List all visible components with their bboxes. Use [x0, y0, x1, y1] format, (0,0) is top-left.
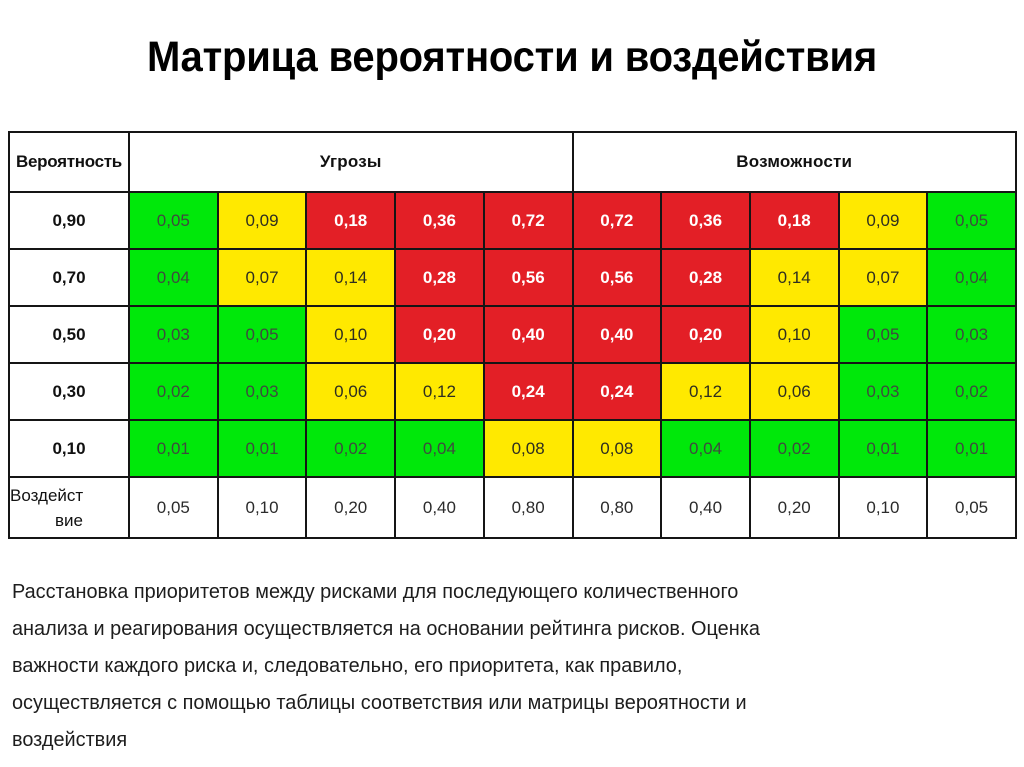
matrix-header-row: Вероятность Угрозы Возможности	[8, 131, 1017, 193]
matrix-cell[interactable]: 0,01	[216, 419, 308, 478]
impact-cell[interactable]: 0,20	[748, 476, 840, 539]
matrix-cell[interactable]: 0,09	[216, 191, 308, 250]
matrix-cell[interactable]: 0,03	[926, 305, 1017, 364]
impact-cell[interactable]: 0,10	[216, 476, 308, 539]
matrix-body: 0,90 0,05 0,09 0,18 0,36 0,72 0,72 0,36 …	[8, 191, 1017, 539]
matrix-cell[interactable]: 0,04	[926, 248, 1017, 307]
matrix-cell[interactable]: 0,05	[926, 191, 1017, 250]
probability-label: 0,30	[8, 362, 130, 421]
matrix-cell[interactable]: 0,12	[394, 362, 485, 421]
table-row: 0,90 0,05 0,09 0,18 0,36 0,72 0,72 0,36 …	[8, 191, 1017, 250]
table-row: 0,50 0,03 0,05 0,10 0,20 0,40 0,40 0,20 …	[8, 305, 1017, 364]
matrix-cell[interactable]: 0,18	[748, 191, 840, 250]
matrix-cell[interactable]: 0,04	[394, 419, 485, 478]
impact-row: Воздейст вие 0,05 0,10 0,20 0,40 0,80 0,…	[8, 476, 1017, 539]
matrix-cell[interactable]: 0,03	[837, 362, 929, 421]
matrix-cell[interactable]: 0,07	[837, 248, 929, 307]
impact-label-line2: вие	[55, 510, 83, 530]
description-paragraph: Расстановка приоритетов между рисками дл…	[12, 573, 963, 758]
impact-label: Воздейст вие	[8, 476, 130, 539]
matrix-cell[interactable]: 0,10	[305, 305, 397, 364]
matrix-cell[interactable]: 0,02	[305, 419, 397, 478]
matrix-cell[interactable]: 0,40	[482, 305, 574, 364]
matrix-cell[interactable]: 0,03	[128, 305, 219, 364]
description-line: осуществляется с помощью таблицы соответ…	[12, 691, 747, 714]
probability-label: 0,50	[8, 305, 130, 364]
matrix-table: Вероятность Угрозы Возможности 0,90 0,05…	[8, 131, 1017, 539]
impact-cell[interactable]: 0,80	[571, 476, 663, 539]
matrix-cell[interactable]: 0,20	[394, 305, 485, 364]
matrix-cell[interactable]: 0,09	[837, 191, 929, 250]
matrix-cell[interactable]: 0,36	[394, 191, 485, 250]
matrix-cell[interactable]: 0,01	[926, 419, 1017, 478]
matrix-cell[interactable]: 0,06	[305, 362, 397, 421]
matrix-cell[interactable]: 0,56	[571, 248, 663, 307]
header-group-opportunities: Возможности	[571, 131, 1017, 193]
matrix-cell[interactable]: 0,01	[128, 419, 219, 478]
impact-cell[interactable]: 0,10	[837, 476, 929, 539]
impact-label-line1: Воздейст	[10, 485, 84, 505]
matrix-cell[interactable]: 0,05	[128, 191, 219, 250]
matrix-cell[interactable]: 0,18	[305, 191, 397, 250]
description-line: Расстановка приоритетов между рисками дл…	[12, 580, 739, 603]
impact-cell[interactable]: 0,05	[926, 476, 1017, 539]
matrix-cell[interactable]: 0,02	[748, 419, 840, 478]
probability-impact-matrix: Вероятность Угрозы Возможности 0,90 0,05…	[8, 131, 1017, 539]
matrix-cell[interactable]: 0,24	[571, 362, 663, 421]
header-probability: Вероятность	[8, 131, 130, 193]
impact-cell[interactable]: 0,20	[305, 476, 397, 539]
matrix-cell[interactable]: 0,56	[482, 248, 574, 307]
matrix-cell[interactable]: 0,36	[660, 191, 751, 250]
table-row: 0,10 0,01 0,01 0,02 0,04 0,08 0,08 0,04 …	[8, 419, 1017, 478]
matrix-cell[interactable]: 0,08	[571, 419, 663, 478]
matrix-head: Вероятность Угрозы Возможности	[8, 131, 1017, 193]
page-title: Матрица вероятности и воздействия	[146, 33, 878, 81]
matrix-cell[interactable]: 0,03	[216, 362, 308, 421]
probability-label: 0,90	[8, 191, 130, 250]
matrix-cell[interactable]: 0,07	[216, 248, 308, 307]
matrix-cell[interactable]: 0,05	[216, 305, 308, 364]
probability-label: 0,70	[8, 248, 130, 307]
matrix-cell[interactable]: 0,10	[748, 305, 840, 364]
description-line: анализа и реагирования осуществляется на…	[12, 617, 760, 640]
matrix-cell[interactable]: 0,05	[837, 305, 929, 364]
matrix-cell[interactable]: 0,40	[571, 305, 663, 364]
table-row: 0,70 0,04 0,07 0,14 0,28 0,56 0,56 0,28 …	[8, 248, 1017, 307]
matrix-cell[interactable]: 0,28	[394, 248, 485, 307]
matrix-cell[interactable]: 0,04	[660, 419, 751, 478]
description-line: воздействия	[12, 728, 128, 751]
table-row: 0,30 0,02 0,03 0,06 0,12 0,24 0,24 0,12 …	[8, 362, 1017, 421]
header-group-threats: Угрозы	[128, 131, 574, 193]
impact-cell[interactable]: 0,40	[660, 476, 751, 539]
matrix-cell[interactable]: 0,12	[660, 362, 751, 421]
matrix-cell[interactable]: 0,08	[482, 419, 574, 478]
matrix-cell[interactable]: 0,72	[482, 191, 574, 250]
matrix-cell[interactable]: 0,14	[748, 248, 840, 307]
matrix-cell[interactable]: 0,02	[128, 362, 219, 421]
matrix-cell[interactable]: 0,02	[926, 362, 1017, 421]
matrix-cell[interactable]: 0,01	[837, 419, 929, 478]
description-line: важности каждого риска и, следовательно,…	[12, 654, 683, 677]
matrix-cell[interactable]: 0,72	[571, 191, 663, 250]
impact-cell[interactable]: 0,40	[394, 476, 485, 539]
matrix-cell[interactable]: 0,28	[660, 248, 751, 307]
impact-cell[interactable]: 0,80	[482, 476, 574, 539]
impact-cell[interactable]: 0,05	[128, 476, 219, 539]
matrix-cell[interactable]: 0,14	[305, 248, 397, 307]
probability-label: 0,10	[8, 419, 130, 478]
matrix-cell[interactable]: 0,20	[660, 305, 751, 364]
matrix-cell[interactable]: 0,24	[482, 362, 574, 421]
matrix-cell[interactable]: 0,06	[748, 362, 840, 421]
matrix-cell[interactable]: 0,04	[128, 248, 219, 307]
